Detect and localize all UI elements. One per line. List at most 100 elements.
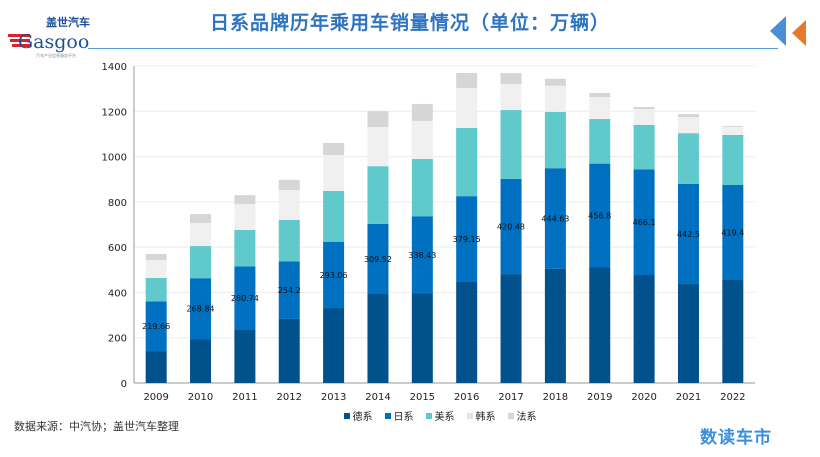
y-tick-label: 1400 — [102, 62, 127, 73]
bar-segment-日系 — [367, 223, 389, 295]
data-label: 444.63 — [541, 215, 569, 224]
bar-segment-日系 — [456, 196, 478, 283]
bar-segment-德系 — [722, 279, 744, 383]
bar-segment-德系 — [411, 293, 433, 383]
x-tick-label: 2022 — [720, 392, 745, 403]
bar-segment-法系 — [145, 254, 167, 261]
x-tick-label: 2019 — [587, 392, 612, 403]
data-label: 268.84 — [187, 305, 215, 314]
bar-segment-法系 — [633, 106, 655, 109]
data-label: 280.74 — [231, 294, 259, 303]
legend-item: 法系 — [507, 408, 537, 423]
legend-swatch — [507, 413, 514, 419]
bar-segment-韩系 — [278, 190, 300, 220]
bar-segment-法系 — [367, 111, 389, 128]
x-tick-label: 2011 — [232, 392, 257, 403]
bar-segment-美系 — [456, 128, 478, 197]
bar-segment-韩系 — [677, 117, 699, 134]
data-label: 254.2 — [278, 286, 301, 295]
bar-segment-日系 — [278, 261, 300, 319]
legend-item: 美系 — [425, 408, 455, 423]
bar-segment-德系 — [589, 267, 611, 383]
bar-segment-日系 — [633, 169, 655, 275]
x-tick-label: 2016 — [454, 392, 479, 403]
bar-segment-德系 — [544, 268, 566, 383]
bar-segment-美系 — [677, 133, 699, 184]
x-tick-label: 2013 — [321, 392, 346, 403]
bar-segment-日系 — [234, 266, 256, 331]
data-label: 456.8 — [588, 211, 611, 220]
bar-segment-德系 — [367, 294, 389, 383]
bar-segment-德系 — [677, 284, 699, 383]
y-tick-label: 800 — [108, 198, 127, 209]
bar-segment-日系 — [145, 301, 167, 352]
bar-segment-法系 — [323, 142, 345, 155]
legend-item: 德系 — [343, 408, 373, 423]
bar-segment-德系 — [456, 282, 478, 383]
bar-segment-日系 — [677, 183, 699, 285]
bar-segment-美系 — [190, 246, 212, 279]
x-tick-label: 2009 — [143, 392, 168, 403]
x-tick-label: 2014 — [365, 392, 390, 403]
data-label: 420.48 — [497, 222, 525, 231]
y-tick-label: 1200 — [102, 107, 127, 118]
bar-segment-韩系 — [145, 260, 167, 279]
x-tick-label: 2020 — [631, 392, 656, 403]
bar-segment-美系 — [323, 190, 345, 242]
bar-segment-日系 — [323, 241, 345, 309]
bar-segment-美系 — [234, 229, 256, 267]
bar-segment-日系 — [544, 168, 566, 269]
legend-label: 韩系 — [475, 412, 496, 423]
bar-segment-韩系 — [323, 154, 345, 191]
bar-segment-韩系 — [544, 85, 566, 112]
data-label: 379.15 — [453, 235, 481, 244]
data-label: 219.66 — [142, 322, 170, 331]
bar-segment-德系 — [145, 351, 167, 383]
bar-segment-美系 — [145, 278, 167, 302]
bar-segment-法系 — [544, 78, 566, 86]
bar-segment-美系 — [278, 219, 300, 262]
bar-segment-美系 — [544, 111, 566, 169]
bar-segment-日系 — [411, 216, 433, 294]
bar-segment-法系 — [722, 125, 744, 127]
bar-segment-法系 — [677, 114, 699, 118]
legend-label: 日系 — [393, 412, 414, 423]
y-tick-label: 0 — [121, 379, 127, 390]
arrows-icon — [770, 16, 806, 46]
bar-segment-美系 — [411, 158, 433, 217]
x-tick-label: 2017 — [498, 392, 523, 403]
svg-text:盖世汽车: 盖世汽车 — [46, 15, 90, 29]
chart-title: 日系品牌历年乘用车销量情况（单位：万辆） — [209, 12, 610, 34]
data-label: 293.06 — [320, 271, 348, 280]
bar-segment-德系 — [633, 274, 655, 383]
bar-segment-德系 — [500, 274, 522, 383]
x-tick-label: 2012 — [277, 392, 302, 403]
bar-segment-美系 — [367, 166, 389, 224]
bar-segment-法系 — [190, 214, 212, 223]
bar-segment-韩系 — [589, 97, 611, 120]
bar-segment-日系 — [722, 185, 744, 280]
data-label: 338.43 — [408, 251, 436, 260]
x-tick-label: 2015 — [410, 392, 435, 403]
bar-segment-法系 — [411, 103, 433, 121]
bar-segment-德系 — [234, 330, 256, 383]
legend-label: 法系 — [516, 412, 537, 423]
svg-text:汽车产业信息服务平台: 汽车产业信息服务平台 — [36, 52, 76, 58]
x-tick-label: 2018 — [543, 392, 568, 403]
x-tick-label: 2021 — [676, 392, 701, 403]
bar-segment-韩系 — [456, 87, 478, 129]
bar-segment-法系 — [234, 195, 256, 205]
svg-text:Gasgoo: Gasgoo — [18, 31, 89, 53]
bar-segment-德系 — [323, 308, 345, 383]
legend-item: 日系 — [384, 408, 414, 423]
legend-label: 美系 — [434, 412, 455, 423]
source-note: 数据来源：中汽协；盖世汽车整理 — [14, 420, 179, 433]
y-tick-label: 600 — [108, 243, 127, 254]
data-label: 309.52 — [364, 255, 392, 264]
legend: 德系 日系 美系 韩系 法系 — [0, 408, 820, 423]
bar-segment-韩系 — [234, 204, 256, 230]
bar-segment-美系 — [589, 119, 611, 164]
legend-swatch — [425, 413, 432, 419]
bar-segment-法系 — [500, 73, 522, 85]
bar-segment-韩系 — [633, 108, 655, 125]
